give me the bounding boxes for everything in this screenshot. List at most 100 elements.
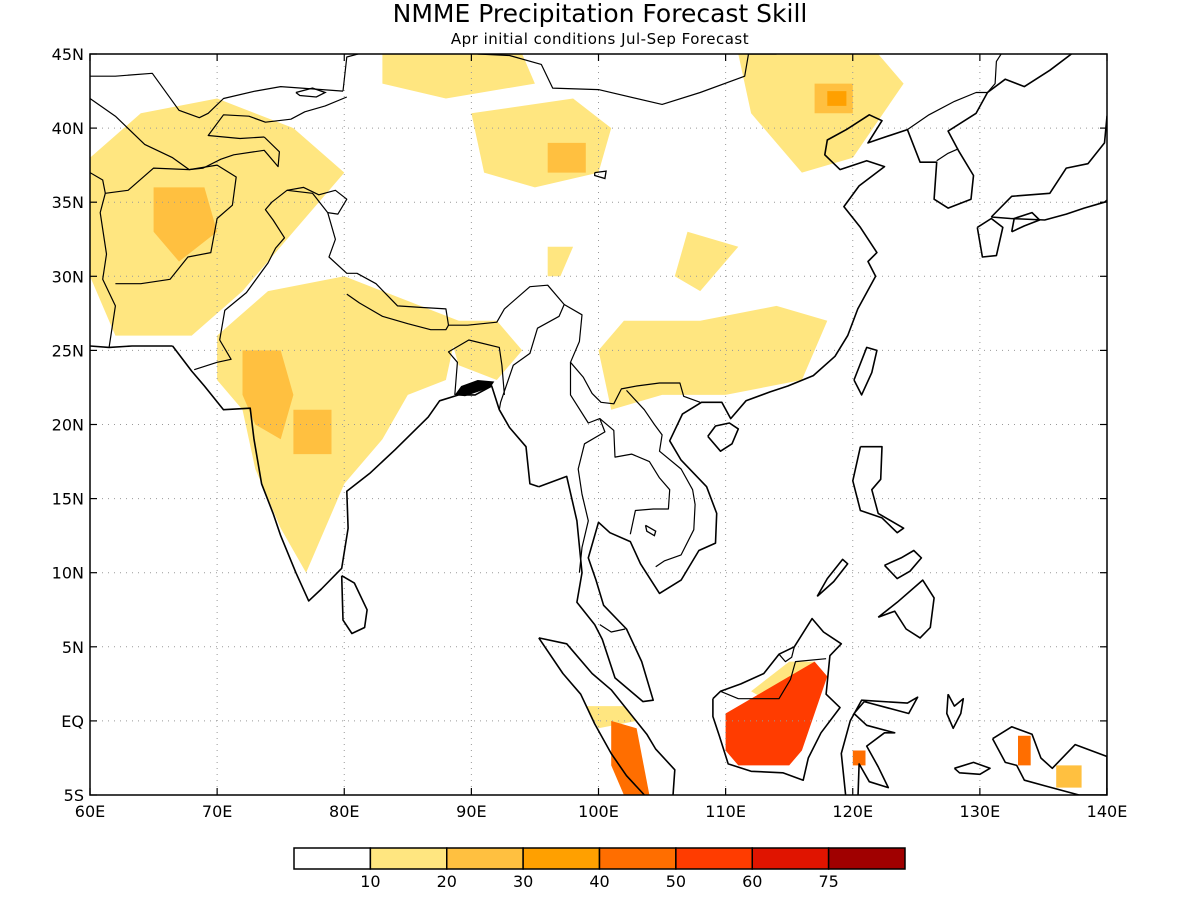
country-border	[346, 293, 450, 331]
country-border	[90, 172, 106, 194]
country-border	[626, 389, 696, 568]
colorbar-label: 60	[742, 872, 762, 891]
skill-region	[827, 91, 847, 106]
coastline	[1106, 92, 1107, 95]
colorbar-swatch	[598, 847, 677, 870]
x-tick-label: 70E	[202, 802, 232, 821]
colorbar-swatch	[827, 847, 906, 870]
longitude-axis: 60E 70E 80E 90E 100E 110E 120E 130E 140E	[75, 54, 1128, 821]
country-border	[778, 646, 795, 663]
coastline	[976, 217, 1004, 258]
x-tick-label: 90E	[456, 802, 486, 821]
y-tick-label: EQ	[61, 712, 84, 731]
skill-region	[90, 98, 345, 336]
country-border	[90, 72, 344, 119]
skill-region	[471, 98, 612, 188]
x-tick-label: 100E	[578, 802, 619, 821]
colorbar-swatch	[293, 847, 372, 870]
y-tick-label: 5S	[64, 786, 84, 805]
coastlines	[90, 27, 1107, 795]
country-border	[599, 624, 626, 633]
map-subtitle: Apr initial conditions Jul-Sep Forecast	[451, 30, 749, 48]
skill-region	[547, 246, 574, 277]
skill-region	[1056, 765, 1082, 788]
x-tick-label: 140E	[1087, 802, 1128, 821]
colorbar: 10 20 30 40 50 60 75	[293, 847, 906, 891]
colorbar-swatch	[446, 847, 524, 870]
lake-outline	[594, 170, 607, 180]
coastline	[853, 346, 878, 396]
colorbar-label: 50	[666, 872, 686, 891]
country-border	[477, 54, 777, 106]
skill-region	[725, 661, 828, 766]
coastline	[816, 558, 849, 597]
coastline	[851, 445, 905, 534]
country-border	[569, 362, 606, 573]
map-plot-area	[89, 27, 1108, 796]
y-tick-label: 5N	[62, 638, 84, 657]
skill-region	[1018, 735, 1031, 766]
y-tick-label: 35N	[52, 193, 84, 212]
country-border	[189, 136, 280, 171]
colorbar-swatch	[675, 847, 753, 870]
coastline	[707, 422, 740, 453]
skill-region	[852, 750, 866, 766]
coastline	[877, 579, 935, 639]
map-title: NMME Precipitation Forecast Skill	[393, 0, 808, 28]
coastline	[538, 54, 1072, 703]
lake-outline	[268, 27, 332, 42]
x-tick-label: 110E	[705, 802, 746, 821]
skill-region	[547, 142, 586, 173]
coastline	[340, 575, 368, 635]
skill-region	[585, 706, 637, 729]
colorbar-swatch	[522, 847, 601, 870]
latitude-axis: 5S EQ 5N 10N 15N 20N 25N 30N 35N 40N 45N	[52, 45, 1107, 805]
country-border	[99, 164, 237, 348]
skill-region	[382, 54, 535, 99]
coastline	[1010, 211, 1041, 233]
coastline	[840, 696, 919, 795]
colorbar-label: 20	[437, 872, 457, 891]
colorbar-label: 10	[360, 872, 380, 891]
skill-region	[611, 720, 650, 795]
lake-outline	[644, 524, 657, 537]
skill-region	[153, 187, 218, 262]
country-borders	[90, 54, 1107, 795]
coastline	[990, 115, 1107, 221]
colorbar-label: 30	[513, 872, 533, 891]
country-border	[194, 189, 565, 410]
y-tick-label: 45N	[52, 45, 84, 64]
country-border	[447, 339, 505, 395]
x-tick-label: 130E	[960, 802, 1001, 821]
x-tick-label: 80E	[329, 802, 359, 821]
y-tick-label: 25N	[52, 341, 84, 360]
country-border	[599, 418, 671, 535]
y-tick-label: 20N	[52, 416, 84, 435]
skill-region	[242, 350, 294, 440]
country-border	[286, 186, 348, 215]
coastline	[90, 345, 173, 349]
coastline	[712, 617, 843, 782]
colorbar-label: 40	[589, 872, 609, 891]
coastline	[953, 761, 991, 776]
coastline	[538, 637, 676, 795]
country-border	[987, 54, 1018, 93]
country-border	[907, 91, 988, 131]
country-border	[207, 96, 348, 140]
ganges-delta	[454, 380, 495, 397]
coastline	[945, 693, 965, 730]
coastline	[171, 345, 540, 602]
y-tick-label: 30N	[52, 267, 84, 286]
country-border	[936, 148, 959, 162]
skill-region	[445, 320, 523, 380]
y-tick-label: 10N	[52, 564, 84, 583]
y-tick-label: 40N	[52, 119, 84, 138]
colorbar-label: 75	[818, 872, 838, 891]
colorbar-swatch	[369, 847, 448, 870]
colorbar-swatch	[751, 847, 830, 870]
x-tick-label: 60E	[75, 802, 105, 821]
skill-region	[293, 409, 332, 455]
y-tick-label: 15N	[52, 490, 84, 509]
country-border	[720, 658, 827, 700]
